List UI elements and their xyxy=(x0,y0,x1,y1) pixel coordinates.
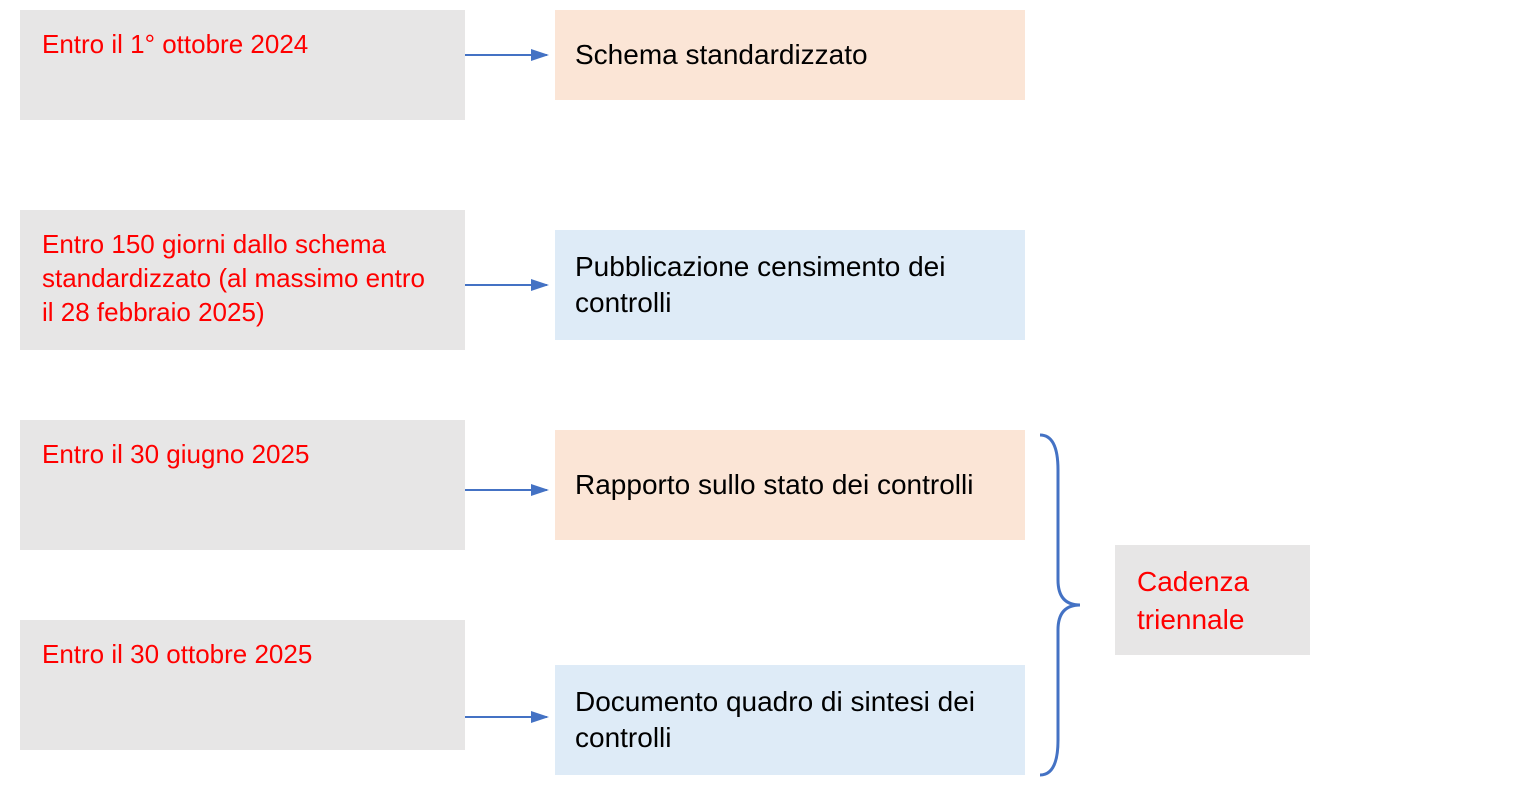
arrow-4 xyxy=(465,707,555,727)
output-text-3: Rapporto sullo stato dei controlli xyxy=(575,467,973,503)
cadenza-box: Cadenza triennale xyxy=(1115,545,1310,655)
output-text-2: Pubblicazione censimento dei controlli xyxy=(575,249,1005,322)
output-box-1: Schema standardizzato xyxy=(555,10,1025,100)
brace-icon xyxy=(1030,430,1100,780)
deadline-text-4: Entro il 30 ottobre 2025 xyxy=(42,638,312,672)
output-box-2: Pubblicazione censimento dei controlli xyxy=(555,230,1025,340)
output-box-3: Rapporto sullo stato dei controlli xyxy=(555,430,1025,540)
deadline-box-4: Entro il 30 ottobre 2025 xyxy=(20,620,465,750)
cadenza-text: Cadenza triennale xyxy=(1137,563,1288,639)
output-box-4: Documento quadro di sintesi dei controll… xyxy=(555,665,1025,775)
output-text-1: Schema standardizzato xyxy=(575,37,868,73)
deadline-box-2: Entro 150 giorni dallo schema standardiz… xyxy=(20,210,465,350)
deadline-box-3: Entro il 30 giugno 2025 xyxy=(20,420,465,550)
arrow-1 xyxy=(465,45,555,65)
deadline-box-1: Entro il 1° ottobre 2024 xyxy=(20,10,465,120)
deadline-text-2: Entro 150 giorni dallo schema standardiz… xyxy=(42,228,443,329)
output-text-4: Documento quadro di sintesi dei controll… xyxy=(575,684,1005,757)
arrow-2 xyxy=(465,275,555,295)
deadline-text-1: Entro il 1° ottobre 2024 xyxy=(42,28,308,62)
deadline-text-3: Entro il 30 giugno 2025 xyxy=(42,438,309,472)
arrow-3 xyxy=(465,480,555,500)
